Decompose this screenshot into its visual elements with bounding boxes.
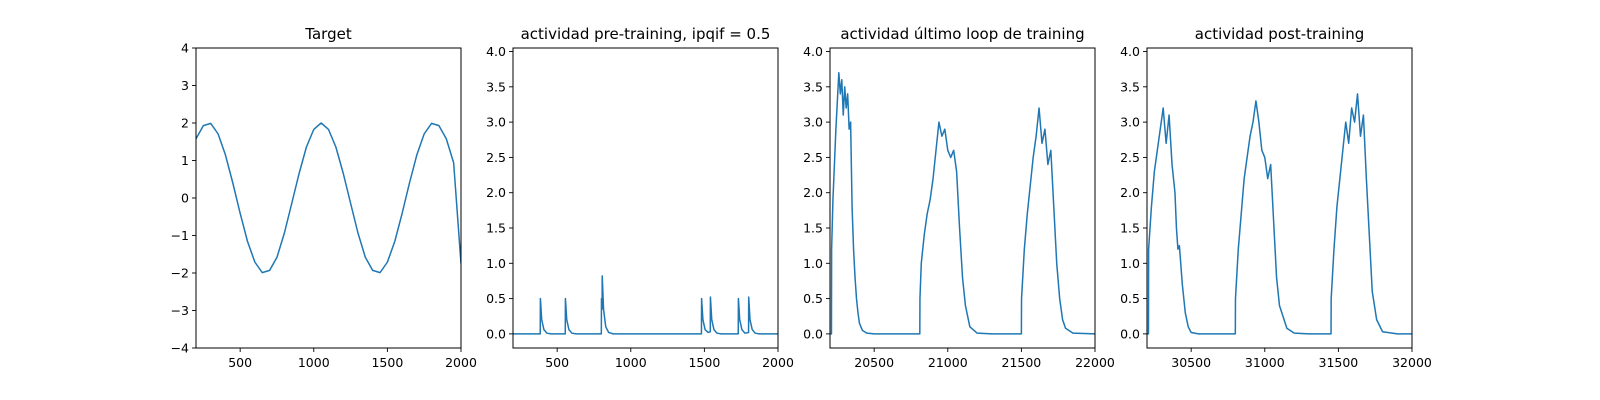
- y-tick-label: 2.0: [1120, 185, 1140, 200]
- axes-frame: [512, 47, 779, 349]
- y-tick-label: 4.0: [803, 44, 823, 59]
- x-tick-label: 500: [545, 355, 569, 370]
- y-tick-label: 0.0: [803, 326, 823, 341]
- y-tick-label: 3.5: [486, 79, 506, 94]
- subplot-title: actividad post-training: [1195, 25, 1364, 43]
- y-tick-label: −1: [171, 228, 189, 243]
- y-tick-label: −3: [171, 303, 189, 318]
- y-tick-label: 1.5: [486, 221, 506, 236]
- y-tick-label: −4: [171, 341, 189, 356]
- y-tick-label: 3: [181, 78, 189, 93]
- x-tick-label: 30500: [1171, 355, 1211, 370]
- y-tick-label: 1.0: [803, 256, 823, 271]
- subplot-title: Target: [304, 25, 352, 43]
- y-tick-label: 2: [181, 116, 189, 131]
- y-tick-label: 2.5: [1120, 150, 1140, 165]
- y-tick-label: −2: [171, 266, 189, 281]
- y-tick-label: 0.5: [486, 291, 506, 306]
- y-tick-label: 2.0: [803, 185, 823, 200]
- y-tick-label: 1.5: [803, 221, 823, 236]
- y-tick-label: 1.5: [1120, 221, 1140, 236]
- y-tick-label: 4: [181, 41, 189, 56]
- series-line: [830, 71, 1095, 335]
- y-tick-label: 3.0: [803, 115, 823, 130]
- subplot-title: actividad último loop de training: [840, 25, 1084, 43]
- x-tick-label: 21500: [1002, 355, 1042, 370]
- y-tick-label: 1.0: [486, 256, 506, 271]
- y-tick-label: 1.0: [1120, 256, 1140, 271]
- series-line: [1147, 93, 1412, 335]
- x-tick-label: 1000: [298, 355, 330, 370]
- y-tick-label: 0: [181, 191, 189, 206]
- y-tick-label: 2.5: [803, 150, 823, 165]
- x-tick-label: 1500: [371, 355, 403, 370]
- x-tick-label: 500: [228, 355, 252, 370]
- y-tick-label: 3.0: [1120, 115, 1140, 130]
- x-tick-label: 1000: [615, 355, 647, 370]
- series-line: [196, 122, 461, 274]
- axes-frame: [1146, 47, 1413, 349]
- axes-frame: [829, 47, 1096, 349]
- subplot-2: actividad pre-training, ipqif = 0.5 500 10…: [486, 25, 794, 370]
- y-tick-label: 0.5: [803, 291, 823, 306]
- subplot-1: Target 500 1000 1500 2000 −4 −3 −2 −1 0 1 2 3 4: [171, 25, 477, 370]
- y-tick-label: 1: [181, 153, 189, 168]
- x-tick-label: 20500: [854, 355, 894, 370]
- subplot-title: actividad pre-training, ipqif = 0.5: [521, 25, 771, 43]
- x-tick-label: 21000: [928, 355, 968, 370]
- y-tick-label: 2.0: [486, 185, 506, 200]
- y-tick-label: 0.5: [1120, 291, 1140, 306]
- y-tick-label: 3.5: [803, 79, 823, 94]
- x-tick-label: 2000: [762, 355, 794, 370]
- subplot-4: actividad post-training 30500 31000 31500 32…: [1120, 25, 1432, 370]
- y-tick-label: 3.5: [1120, 79, 1140, 94]
- x-tick-label: 32000: [1392, 355, 1432, 370]
- x-tick-label: 31000: [1245, 355, 1285, 370]
- y-tick-label: 2.5: [486, 150, 506, 165]
- y-tick-label: 4.0: [1120, 44, 1140, 59]
- y-tick-label: 3.0: [486, 115, 506, 130]
- x-tick-label: 31500: [1319, 355, 1359, 370]
- x-tick-label: 22000: [1075, 355, 1115, 370]
- y-tick-label: 4.0: [486, 44, 506, 59]
- subplot-grid: Target 500 1000 1500 2000 −4 −3 −2 −1 0 1 2 3 4 activi…: [171, 25, 1432, 370]
- x-tick-label: 2000: [445, 355, 477, 370]
- x-tick-label: 1500: [688, 355, 720, 370]
- y-tick-label: 0.0: [486, 326, 506, 341]
- y-tick-label: 0.0: [1120, 326, 1140, 341]
- subplot-3: actividad último loop de training 20500 21…: [803, 25, 1115, 370]
- series-line: [513, 275, 778, 335]
